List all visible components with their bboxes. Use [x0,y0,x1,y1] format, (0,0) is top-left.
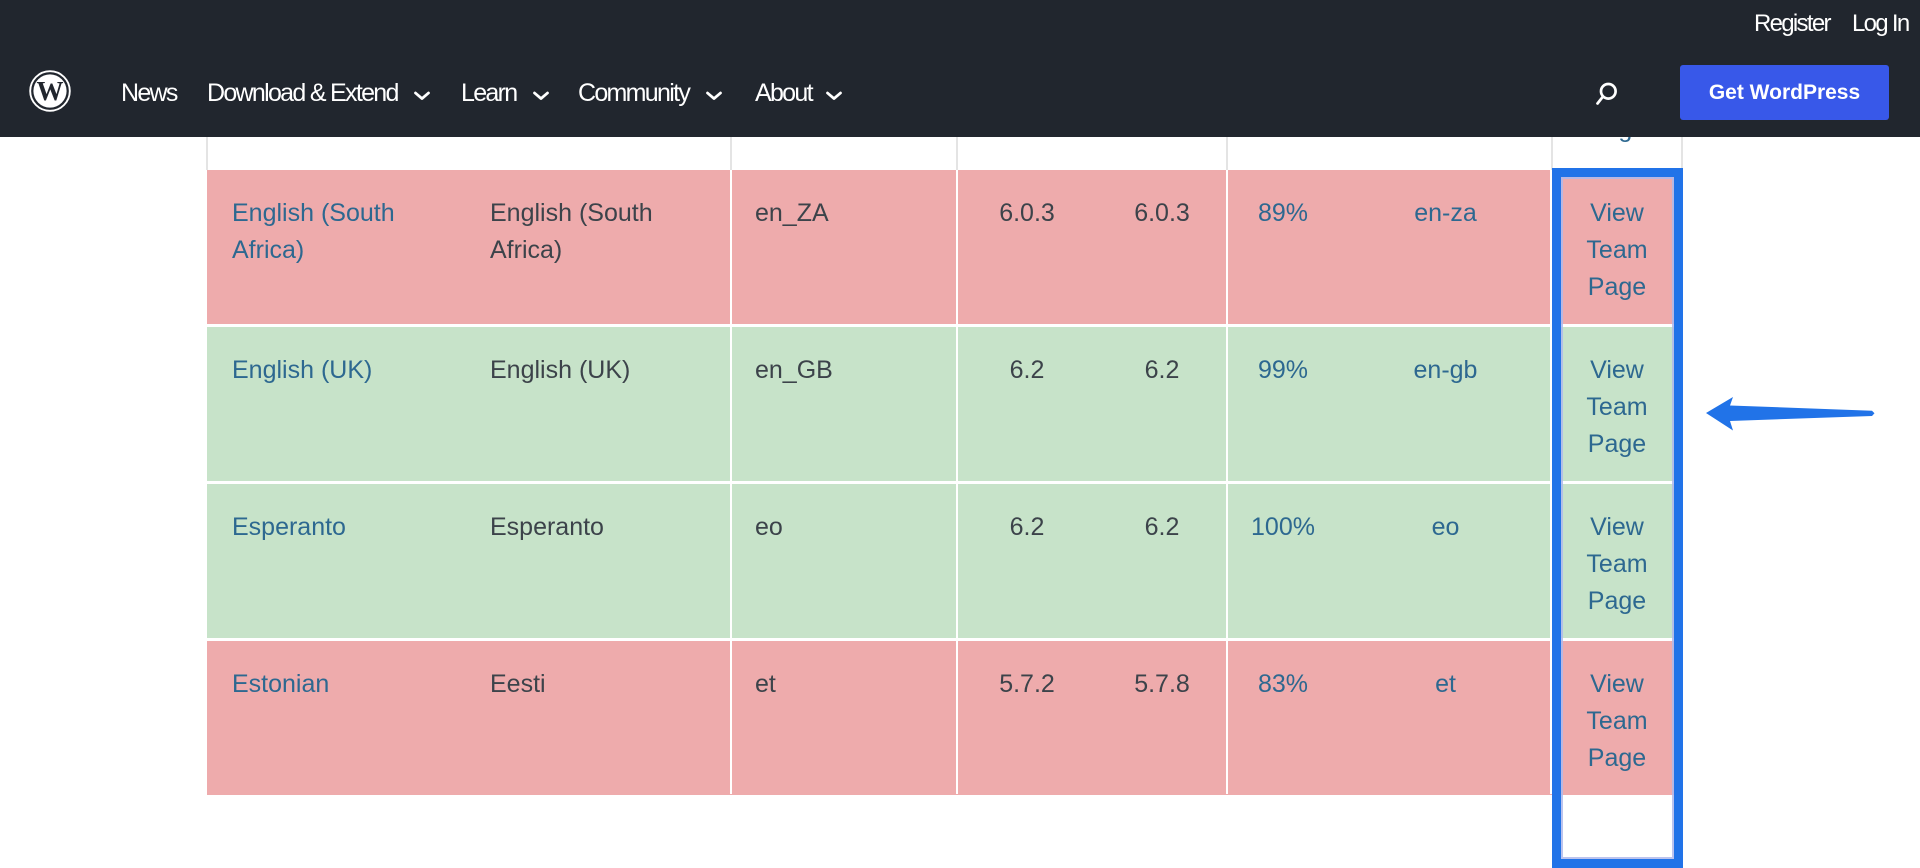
svg-text:W: W [37,76,64,106]
